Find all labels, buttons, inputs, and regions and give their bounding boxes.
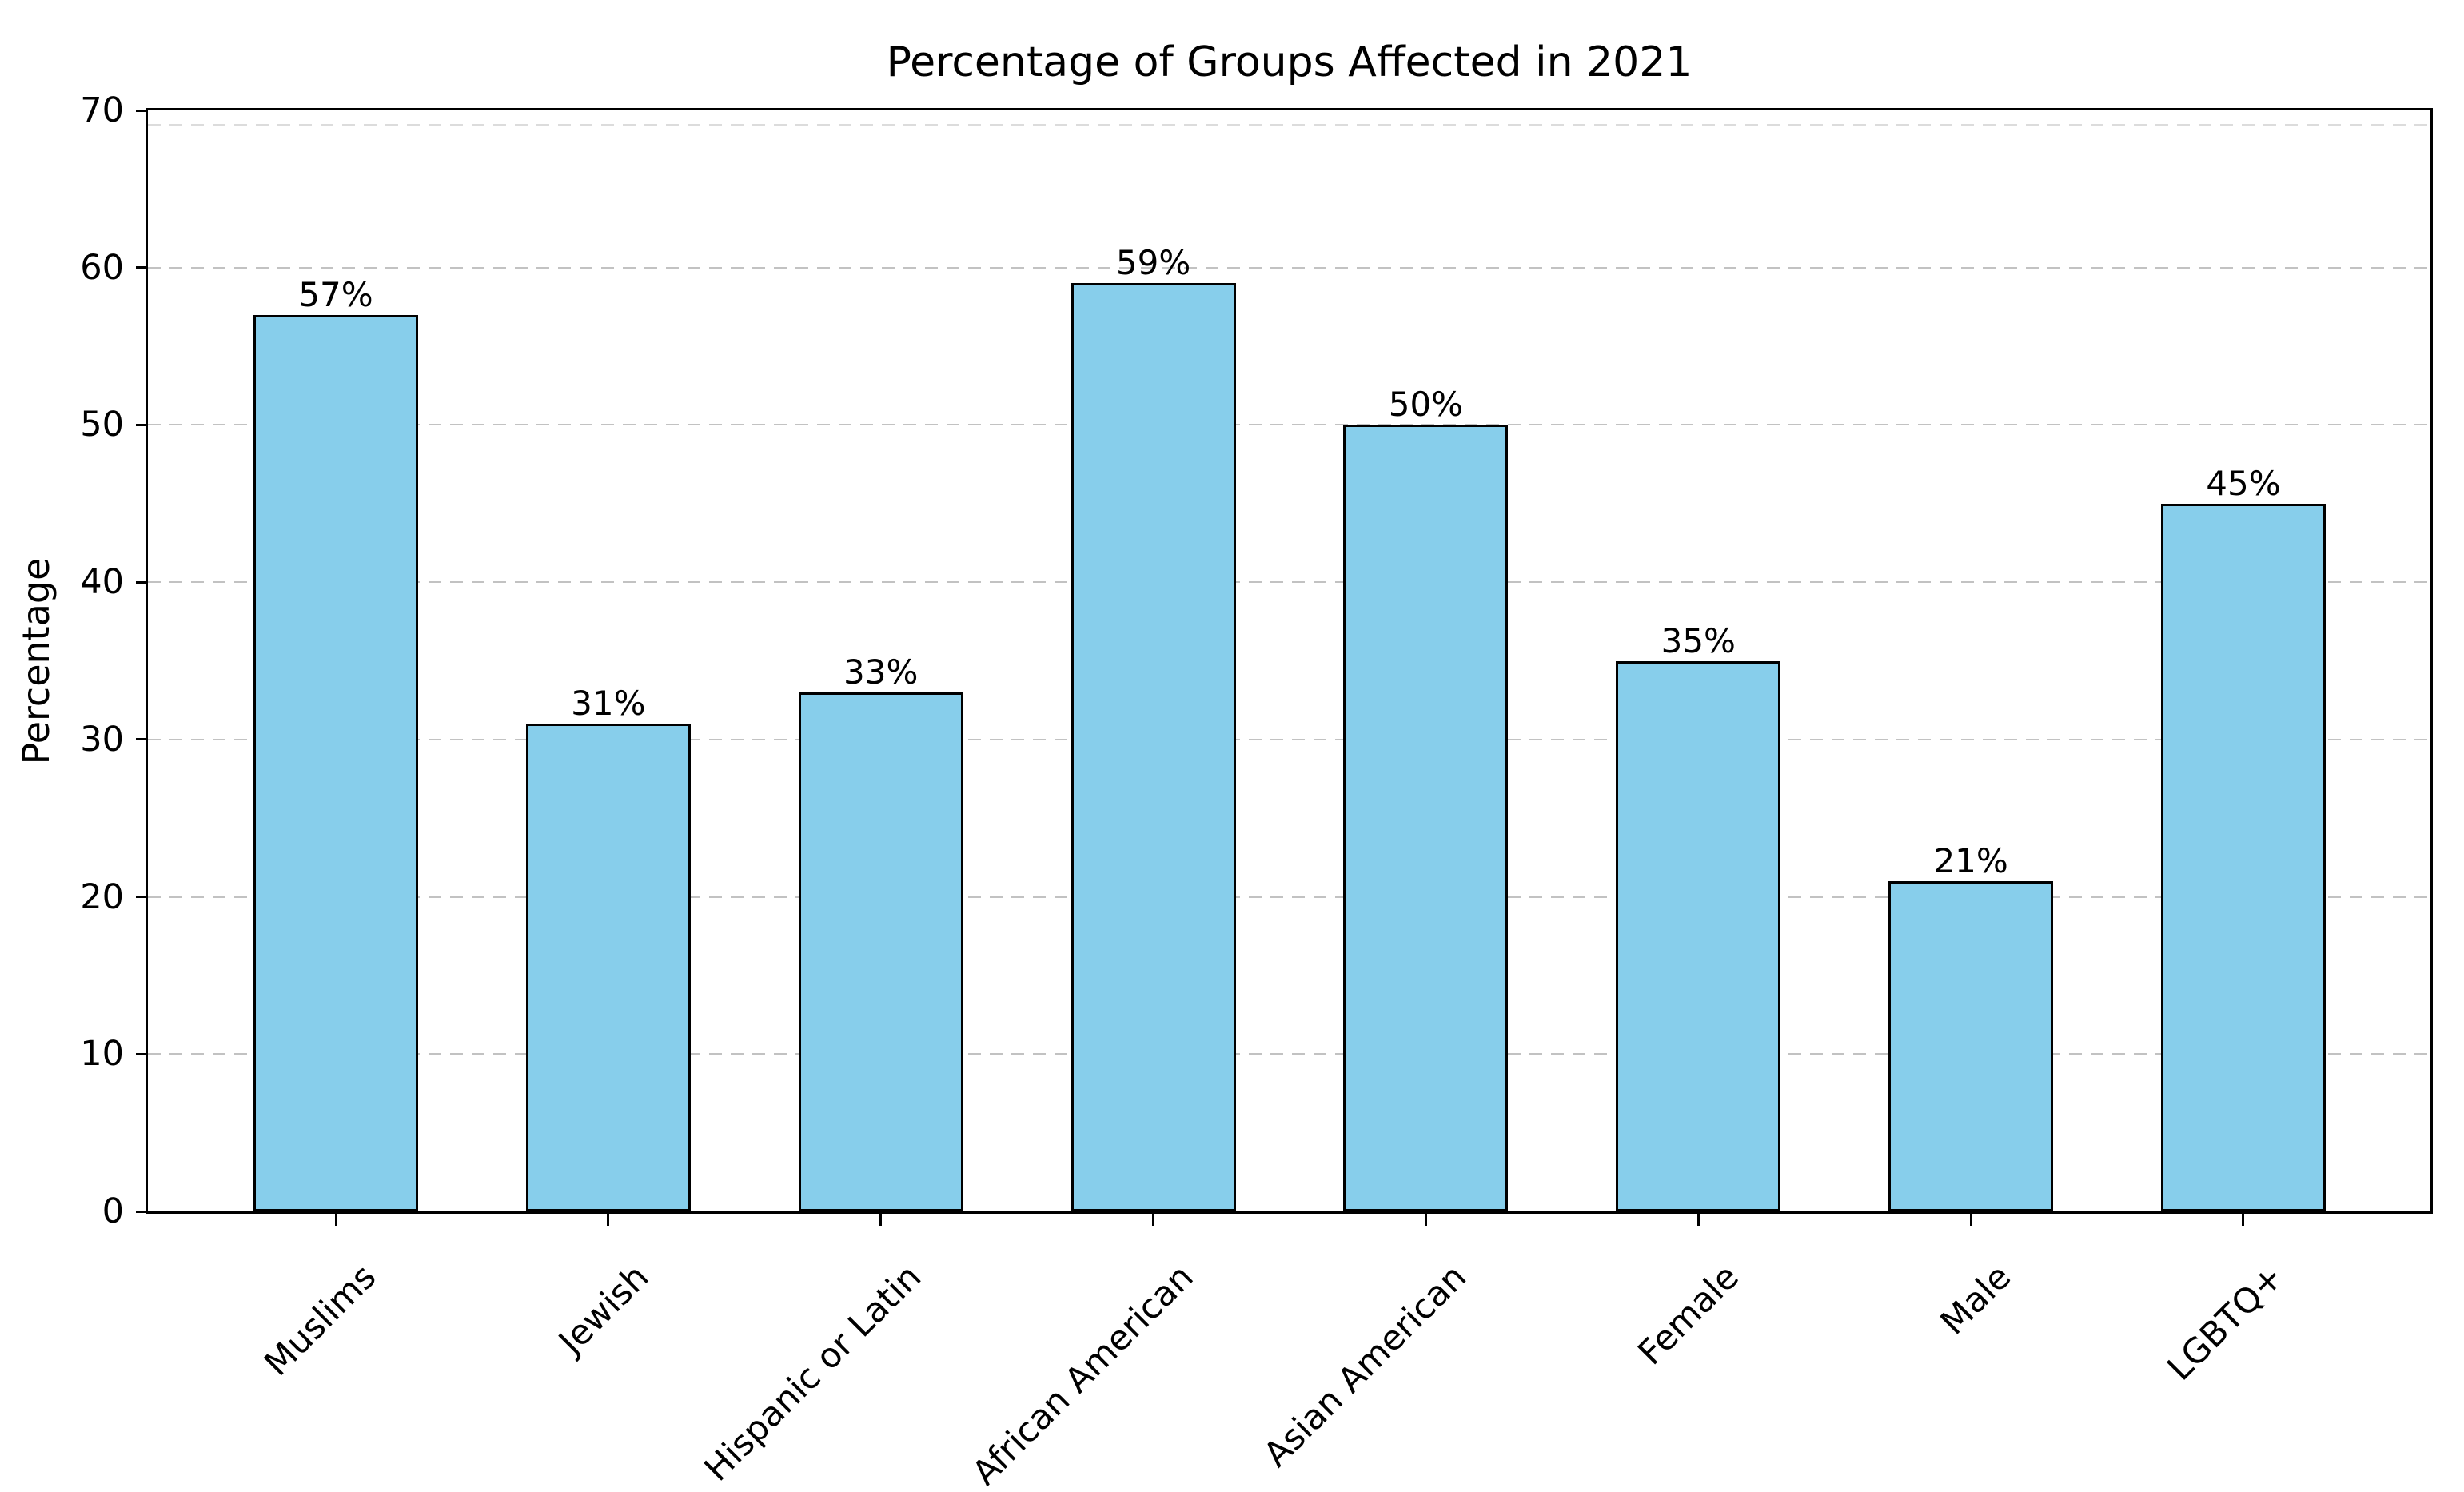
y-tick-label-0: 0: [102, 1191, 124, 1231]
gridline-y-20: [148, 896, 2430, 898]
bar-hispanic-or-latin: [798, 692, 963, 1211]
y-tick-40: [136, 580, 148, 584]
y-tick-50: [136, 423, 148, 426]
bar-jewish: [525, 724, 691, 1211]
bar-asian-american: [1343, 425, 1509, 1211]
bar-value-label-jewish: 31%: [571, 684, 646, 724]
bar-value-label-asian-american: 50%: [1388, 385, 1464, 425]
y-tick-60: [136, 266, 148, 269]
bar-value-label-male: 21%: [1933, 840, 2008, 880]
bar-value-label-lgbtq: 45%: [2206, 463, 2281, 503]
y-tick-10: [136, 1052, 148, 1055]
x-tick-asian-american: [1424, 1214, 1427, 1226]
bar-value-label-muslims: 57%: [298, 274, 373, 314]
x-tick-muslims: [334, 1214, 337, 1226]
y-tick-label-20: 20: [80, 876, 124, 917]
y-tick-label-10: 10: [80, 1034, 124, 1075]
plot-area: [146, 108, 2433, 1214]
x-axis-label-lgbtq: LGBTQ+: [2159, 1257, 2292, 1389]
y-tick-label-50: 50: [80, 405, 124, 445]
x-axis-label-jewish: Jewish: [551, 1257, 657, 1362]
x-tick-lgbtq: [2242, 1214, 2245, 1226]
x-axis-label-hispanic-or-latin: Hispanic or Latin: [696, 1257, 930, 1490]
gridline-y-40: [148, 581, 2430, 584]
x-axis-label-male: Male: [1933, 1257, 2019, 1343]
gridline-y-50: [148, 424, 2430, 426]
y-axis-label: Percentage: [14, 557, 58, 765]
x-tick-african-american: [1152, 1214, 1155, 1226]
x-axis-label-muslims: Muslims: [257, 1257, 385, 1385]
y-tick-label-70: 70: [80, 90, 124, 130]
gridline-y-30: [148, 738, 2430, 740]
y-tick-30: [136, 738, 148, 741]
bar-african-american: [1071, 283, 1236, 1211]
chart-title: Percentage of Groups Affected in 2021: [886, 38, 1693, 86]
gridline-y-60: [148, 266, 2430, 269]
y-tick-0: [136, 1210, 148, 1213]
y-tick-label-60: 60: [80, 247, 124, 288]
gridline-y-top-faint: [148, 124, 2430, 126]
y-tick-20: [136, 896, 148, 899]
gridline-y-10: [148, 1053, 2430, 1055]
y-tick-label-40: 40: [80, 562, 124, 603]
x-tick-jewish: [607, 1214, 610, 1226]
x-axis-label-female: Female: [1630, 1257, 1747, 1374]
y-tick-70: [136, 109, 148, 112]
bar-male: [1888, 880, 2054, 1211]
bar-female: [1616, 660, 1781, 1211]
bar-lgbtq: [2160, 503, 2326, 1211]
x-tick-female: [1696, 1214, 1700, 1226]
bar-value-label-african-american: 59%: [1115, 243, 1191, 283]
x-tick-hispanic-or-latin: [879, 1214, 883, 1226]
bar-value-label-female: 35%: [1661, 620, 1736, 660]
x-axis-label-african-american: African American: [965, 1257, 1202, 1492]
y-tick-label-30: 30: [80, 719, 124, 760]
bar-muslims: [253, 314, 418, 1211]
x-axis-label-asian-american: Asian American: [1256, 1257, 1474, 1475]
x-tick-male: [1969, 1214, 1972, 1226]
bar-value-label-hispanic-or-latin: 33%: [843, 652, 919, 692]
